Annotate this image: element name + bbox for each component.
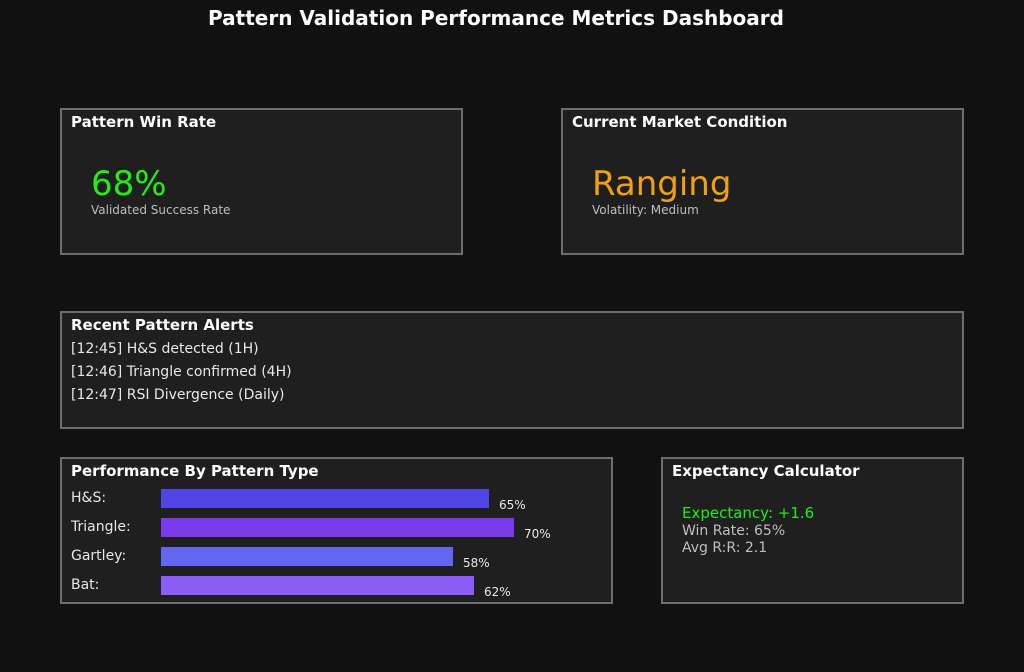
perf-label-hs: H&S: [71,490,107,506]
performance-panel: Performance By Pattern Type H&S: 65% Tri… [60,457,613,604]
expectancy-panel-title: Expectancy Calculator [672,462,860,480]
perf-label-triangle: Triangle: [71,519,131,535]
perf-bar-triangle [161,518,514,537]
volatility-label: Volatility: Medium [592,203,699,217]
market-condition-panel: Current Market Condition Ranging Volatil… [561,108,964,255]
win-rate-panel-title: Pattern Win Rate [71,113,217,131]
alert-item: [12:45] H&S detected (1H) [71,341,259,357]
expectancy-panel: Expectancy Calculator Expectancy: +1.6 W… [661,457,964,604]
win-rate-panel: Pattern Win Rate 68% Validated Success R… [60,108,463,255]
expectancy-avg-rr: Avg R:R: 2.1 [682,540,768,556]
win-rate-label: Validated Success Rate [91,203,231,217]
perf-bar-hs [161,489,489,508]
perf-bar-gartley [161,547,453,566]
market-condition-panel-title: Current Market Condition [572,113,788,131]
market-condition-value: Ranging [592,164,732,204]
perf-value-gartley: 58% [463,556,490,570]
recent-alerts-panel-title: Recent Pattern Alerts [71,316,254,334]
perf-label-bat: Bat: [71,577,100,593]
expectancy-value: Expectancy: +1.6 [682,504,815,522]
perf-label-gartley: Gartley: [71,548,127,564]
alert-item: [12:46] Triangle confirmed (4H) [71,364,292,380]
expectancy-win-rate: Win Rate: 65% [682,523,786,539]
perf-value-hs: 65% [499,498,526,512]
alert-item: [12:47] RSI Divergence (Daily) [71,387,285,403]
perf-value-triangle: 70% [524,527,551,541]
win-rate-value: 68% [91,164,167,204]
perf-value-bat: 62% [484,585,511,599]
perf-bar-bat [161,576,474,595]
performance-panel-title: Performance By Pattern Type [71,462,319,480]
recent-alerts-panel: Recent Pattern Alerts [12:45] H&S detect… [60,311,964,429]
dashboard-title: Pattern Validation Performance Metrics D… [208,6,784,30]
